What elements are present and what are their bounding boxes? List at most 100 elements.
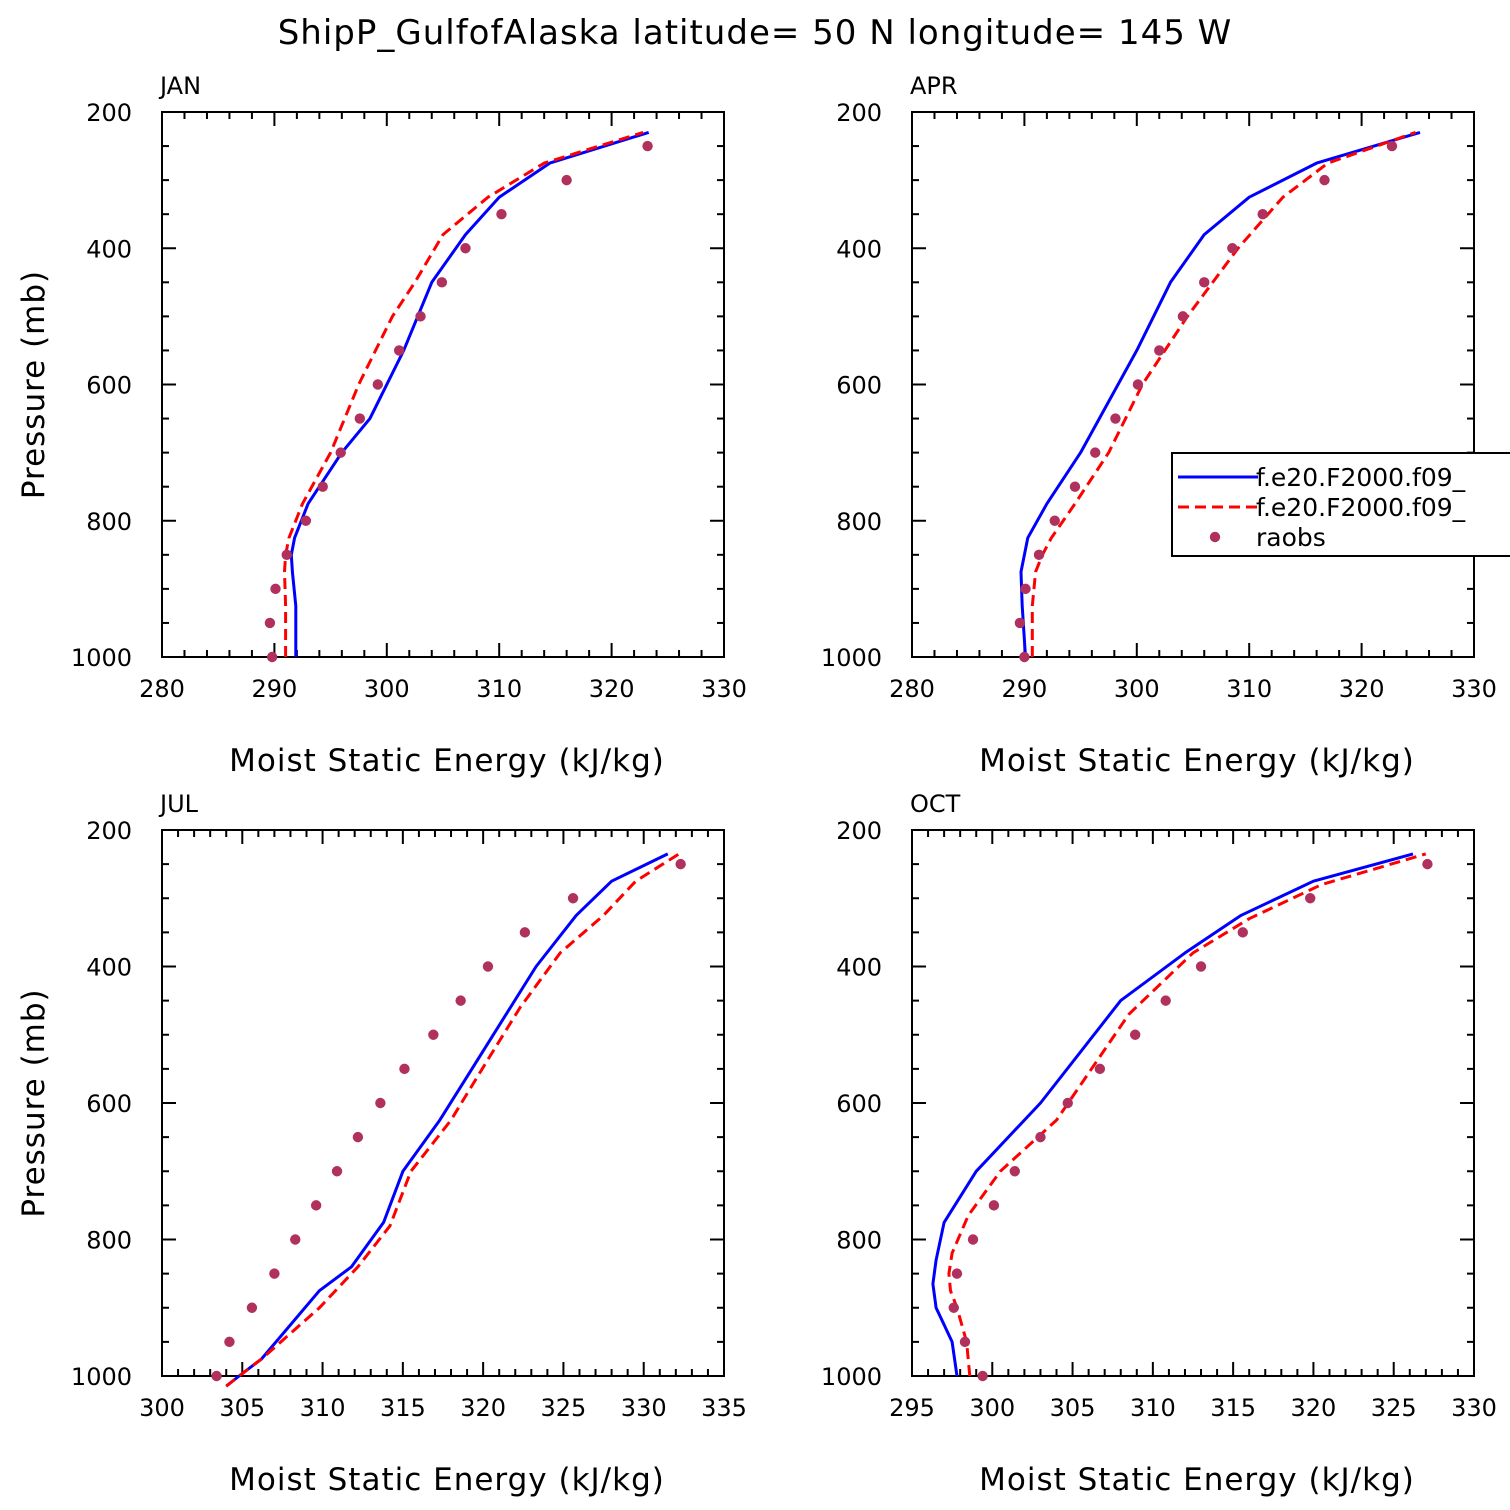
figure-title: ShipP_GulfofAlaska latitude= 50 N longit…: [278, 13, 1233, 53]
legend: f.e20.F2000.f09_f.e20.F2000.f09_raobs: [1171, 452, 1510, 557]
raobs-point: [1160, 995, 1171, 1006]
raobs-point: [988, 1200, 1000, 1211]
panels: JAN 280 290 300 310 320 330 200 400 600 800 1000 Moi…: [16, 72, 1510, 1498]
raobs-point: [675, 858, 686, 870]
legend-label: f.e20.F2000.f09_: [1256, 493, 1466, 522]
panel-label: OCT: [910, 790, 961, 818]
raobs-point: [1049, 515, 1060, 526]
x-tick-label: 330: [1451, 675, 1497, 703]
raobs-point: [455, 995, 466, 1006]
x-tick-label: 300: [1114, 675, 1160, 703]
y-tick-label: 1000: [71, 644, 132, 672]
x-tick-label: 320: [460, 1394, 506, 1422]
y-tick-label: 400: [836, 235, 882, 263]
raobs-point: [399, 1063, 410, 1075]
raobs-point: [642, 140, 653, 152]
panel-label: APR: [910, 72, 958, 100]
x-tick-label: 310: [300, 1394, 346, 1422]
x-tick-label: 280: [889, 675, 935, 703]
raobs-point: [1199, 277, 1210, 288]
y-tick-label: 200: [836, 817, 882, 845]
y-tick-label: 800: [86, 1227, 132, 1255]
x-tick-label: 320: [1339, 675, 1385, 703]
raobs-point: [264, 617, 276, 629]
x-tick-label: 320: [589, 675, 635, 703]
raobs-point: [335, 447, 346, 458]
raobs-point: [1319, 174, 1330, 186]
raobs-point: [1386, 140, 1398, 152]
y-tick-label: 1000: [821, 1363, 882, 1391]
raobs-point: [1019, 651, 1030, 663]
raobs-point: [393, 345, 405, 356]
raobs-point: [519, 927, 531, 938]
raobs-point: [959, 1336, 971, 1348]
panel-label: JAN: [158, 72, 201, 100]
x-axis-label: Moist Static Energy (kJ/kg): [979, 743, 1415, 779]
x-tick-label: 305: [219, 1394, 265, 1422]
raobs-point: [372, 379, 384, 390]
y-tick-label: 600: [86, 372, 132, 400]
x-tick-label: 310: [1130, 1394, 1176, 1422]
panel-jul: JUL 300 305 310 315 320 325 330 335 200 400 600 800 1…: [16, 790, 747, 1498]
raobs-point: [246, 1302, 258, 1313]
raobs-point: [211, 1370, 222, 1382]
raobs-point: [354, 413, 366, 424]
x-tick-label: 315: [1210, 1394, 1256, 1422]
series-line-model2: [225, 852, 680, 1388]
raobs-point: [951, 1268, 963, 1279]
plot-frame: [161, 829, 725, 1377]
x-tick-label: 315: [380, 1394, 426, 1422]
raobs-point: [1422, 858, 1433, 870]
raobs-point: [567, 893, 579, 904]
raobs-point: [1257, 208, 1268, 220]
raobs-point: [977, 1370, 988, 1382]
x-tick-label: 310: [1226, 675, 1272, 703]
x-tick-label: 320: [1291, 1394, 1337, 1422]
legend-marker-raobs: [1209, 531, 1221, 543]
x-tick-label: 330: [621, 1394, 667, 1422]
series-line-model1: [289, 130, 650, 657]
x-tick-label: 295: [889, 1394, 935, 1422]
raobs-point: [1033, 549, 1045, 561]
x-tick-label: 330: [701, 675, 747, 703]
series-line-model1: [225, 852, 669, 1388]
y-tick-label: 600: [836, 1090, 882, 1118]
raobs-point: [415, 311, 426, 322]
y-tick-label: 600: [86, 1090, 132, 1118]
x-tick-label: 300: [969, 1394, 1015, 1422]
plot-frame: [161, 111, 725, 658]
raobs-point: [1094, 1063, 1106, 1075]
x-tick-label: 300: [139, 1394, 185, 1422]
raobs-point: [300, 515, 312, 526]
raobs-point: [1035, 1131, 1046, 1143]
raobs-point: [1237, 927, 1248, 938]
series-line-model1: [1019, 130, 1421, 658]
raobs-point: [1195, 961, 1207, 972]
raobs-point: [1132, 379, 1144, 390]
raobs-point: [270, 583, 281, 595]
series-line-model2: [283, 130, 644, 657]
y-tick-label: 400: [86, 235, 132, 263]
raobs-point: [1069, 481, 1081, 492]
raobs-point: [375, 1097, 386, 1109]
y-tick-label: 800: [836, 1227, 882, 1255]
raobs-point: [1177, 311, 1189, 322]
x-tick-label: 305: [1050, 1394, 1096, 1422]
raobs-point: [224, 1336, 235, 1348]
x-tick-label: 325: [541, 1394, 587, 1422]
raobs-point: [1154, 345, 1165, 356]
legend-box: [1171, 452, 1510, 557]
raobs-point: [1227, 243, 1238, 254]
panel-label: JUL: [158, 790, 199, 818]
raobs-point: [269, 1268, 280, 1279]
series-line-model1: [931, 852, 1414, 1377]
legend-label: raobs: [1256, 523, 1326, 552]
raobs-point: [948, 1302, 959, 1313]
raobs-point: [1129, 1029, 1141, 1040]
y-axis-label: Pressure (mb): [16, 988, 52, 1217]
y-axis-label: Pressure (mb): [16, 270, 52, 499]
raobs-point: [1062, 1097, 1073, 1109]
raobs-point: [460, 243, 471, 254]
y-tick-label: 200: [836, 99, 882, 127]
